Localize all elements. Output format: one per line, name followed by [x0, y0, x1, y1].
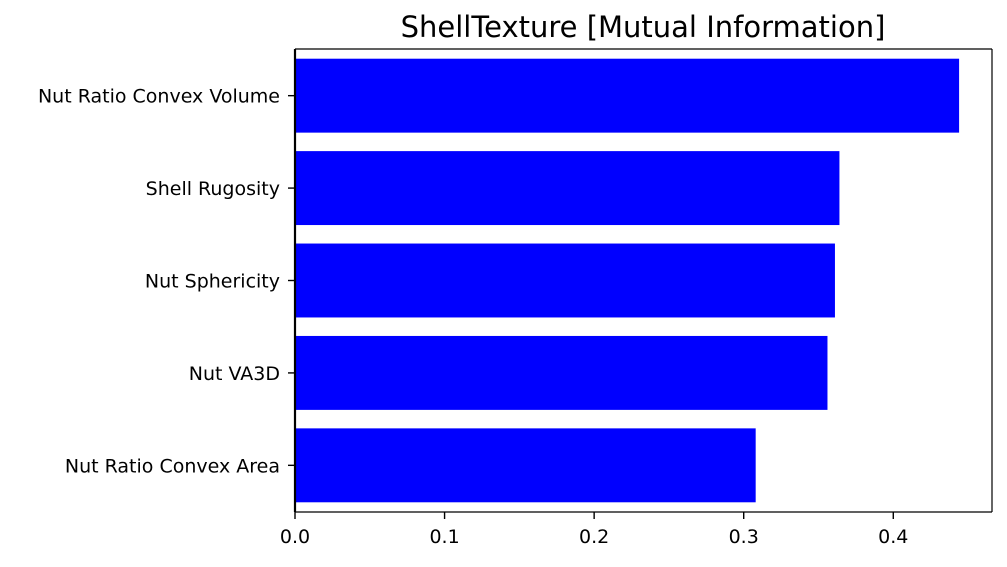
- bar: [295, 428, 756, 503]
- y-tick-label: Nut Sphericity: [145, 271, 280, 293]
- y-tick-label: Nut Ratio Convex Volume: [38, 86, 280, 108]
- x-tick-label: 0.2: [579, 526, 609, 548]
- x-tick-label: 0.3: [729, 526, 759, 548]
- y-tick-label: Nut VA3D: [189, 363, 280, 385]
- y-tick-label: Nut Ratio Convex Area: [65, 455, 280, 477]
- axes-frame: [293, 48, 993, 513]
- bars-layer: [295, 58, 960, 503]
- bar: [295, 58, 960, 133]
- bar: [295, 243, 835, 318]
- chart-title: ShellTexture [Mutual Information]: [401, 10, 886, 44]
- x-tick-label: 0.4: [878, 526, 908, 548]
- bar: [295, 335, 828, 410]
- bar: [295, 151, 840, 226]
- y-tick-label: Shell Rugosity: [146, 178, 280, 200]
- y-axis: Nut Ratio Convex Volume Shell Rugosity Nut…: [38, 86, 295, 477]
- x-tick-label: 0.1: [429, 526, 459, 548]
- x-axis: 0.0 0.1 0.2 0.3 0.4: [280, 512, 908, 548]
- x-tick-label: 0.0: [280, 526, 310, 548]
